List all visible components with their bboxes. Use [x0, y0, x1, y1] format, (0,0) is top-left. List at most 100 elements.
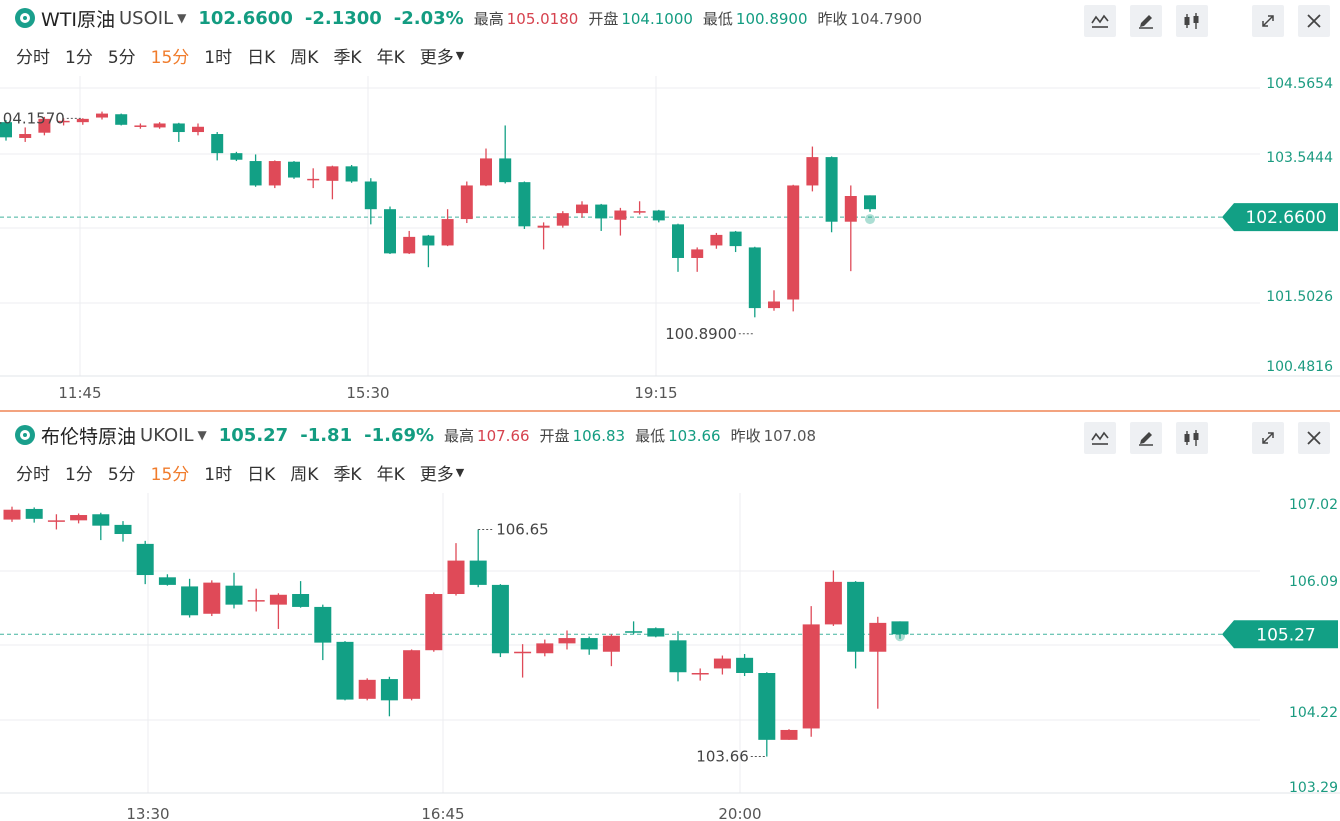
candle[interactable]	[869, 616, 887, 709]
expand-icon[interactable]	[1252, 422, 1284, 454]
candle[interactable]	[536, 639, 554, 657]
close-icon[interactable]	[1298, 422, 1330, 454]
candle[interactable]	[134, 123, 147, 129]
candle[interactable]	[787, 184, 800, 312]
candle[interactable]	[230, 151, 243, 162]
candle[interactable]	[25, 507, 43, 523]
candle[interactable]	[647, 627, 665, 638]
candle[interactable]	[518, 181, 531, 229]
candle[interactable]	[713, 655, 731, 675]
tab-timeframe-week[interactable]: 周K	[290, 47, 319, 68]
candle[interactable]	[758, 672, 776, 757]
candle[interactable]	[441, 209, 454, 247]
candle[interactable]	[336, 641, 354, 701]
candle[interactable]	[447, 543, 465, 596]
tab-timeframe-day[interactable]: 日K	[247, 47, 276, 68]
chevron-down-icon[interactable]: ▼	[455, 465, 465, 479]
candle[interactable]	[558, 630, 576, 650]
candle[interactable]	[625, 621, 643, 635]
tab-timeframe-more[interactable]: 更多	[419, 464, 454, 485]
candle[interactable]	[806, 146, 819, 192]
line-style-icon[interactable]	[1084, 5, 1116, 37]
candle[interactable]	[652, 209, 665, 223]
candle[interactable]	[192, 123, 204, 136]
candle[interactable]	[70, 513, 88, 524]
candle[interactable]	[480, 148, 492, 187]
candle[interactable]	[422, 234, 435, 268]
candle[interactable]	[802, 606, 820, 737]
tab-timeframe-1m[interactable]: 1分	[65, 464, 93, 485]
pencil-icon[interactable]	[1130, 422, 1162, 454]
candle[interactable]	[595, 203, 608, 231]
candle[interactable]	[556, 211, 569, 228]
candle[interactable]	[76, 118, 89, 125]
candle[interactable]	[780, 729, 798, 740]
tab-timeframe-line[interactable]: 分时	[16, 47, 50, 68]
candle[interactable]	[633, 201, 646, 215]
candle[interactable]	[345, 165, 358, 183]
candle[interactable]	[364, 178, 377, 225]
candle[interactable]	[19, 127, 32, 142]
chevron-down-icon[interactable]: ▼	[455, 48, 465, 62]
candle[interactable]	[203, 580, 221, 617]
tab-timeframe-season[interactable]: 季K	[333, 47, 362, 68]
tab-timeframe-15m[interactable]: 15分	[150, 464, 190, 485]
tab-timeframe-more[interactable]: 更多	[419, 47, 454, 68]
tab-timeframe-15m[interactable]: 15分	[150, 47, 190, 68]
candle[interactable]	[768, 290, 780, 311]
candle-icon[interactable]	[1176, 5, 1208, 37]
candle-icon[interactable]	[1176, 422, 1208, 454]
candle[interactable]	[491, 584, 509, 658]
candle[interactable]	[172, 122, 185, 142]
pencil-icon[interactable]	[1130, 5, 1162, 37]
candle[interactable]	[891, 621, 909, 639]
candle[interactable]	[514, 644, 532, 678]
candle[interactable]	[537, 222, 550, 250]
tab-timeframe-1h[interactable]: 1时	[204, 47, 233, 68]
candle[interactable]	[736, 654, 754, 677]
chevron-down-icon[interactable]: ▼	[177, 11, 187, 25]
candle[interactable]	[748, 246, 761, 318]
candle[interactable]	[247, 588, 265, 612]
tab-timeframe-year[interactable]: 年K	[376, 464, 405, 485]
tab-timeframe-season[interactable]: 季K	[333, 464, 362, 485]
candle[interactable]	[672, 223, 684, 272]
candle[interactable]	[602, 634, 620, 667]
tab-timeframe-day[interactable]: 日K	[247, 464, 276, 485]
candle[interactable]	[249, 154, 262, 187]
candle[interactable]	[729, 230, 742, 253]
tab-timeframe-5m[interactable]: 5分	[107, 464, 136, 485]
candle[interactable]	[469, 529, 487, 588]
candle[interactable]	[3, 506, 21, 522]
expand-icon[interactable]	[1252, 5, 1284, 37]
candle[interactable]	[824, 570, 842, 626]
tab-timeframe-5m[interactable]: 5分	[107, 47, 136, 68]
candle[interactable]	[691, 247, 704, 272]
candle[interactable]	[576, 201, 588, 218]
candle[interactable]	[153, 122, 166, 129]
candle[interactable]	[425, 592, 443, 652]
candle[interactable]	[669, 631, 687, 682]
usoil-candlestick-chart[interactable]: 104.5654 103.5444 101.5026 100.4816 11:45 15:…	[0, 76, 1340, 406]
candle[interactable]	[268, 160, 281, 189]
candle[interactable]	[326, 165, 339, 200]
candle[interactable]	[115, 113, 128, 126]
tab-timeframe-year[interactable]: 年K	[376, 47, 405, 68]
candle[interactable]	[38, 116, 51, 136]
candle[interactable]	[844, 185, 857, 272]
candle[interactable]	[211, 132, 224, 161]
candle[interactable]	[0, 120, 12, 141]
candle[interactable]	[580, 636, 598, 655]
symbol-code[interactable]: USOIL	[119, 7, 174, 29]
candle[interactable]	[96, 111, 108, 120]
candle[interactable]	[403, 230, 416, 255]
candle[interactable]	[136, 540, 154, 585]
candle[interactable]	[225, 572, 243, 609]
candle[interactable]	[158, 574, 176, 586]
line-style-icon[interactable]	[1084, 422, 1116, 454]
candle[interactable]	[403, 649, 421, 701]
candle[interactable]	[499, 125, 512, 184]
candle[interactable]	[460, 181, 473, 224]
candle[interactable]	[847, 581, 865, 669]
candle[interactable]	[710, 232, 723, 249]
